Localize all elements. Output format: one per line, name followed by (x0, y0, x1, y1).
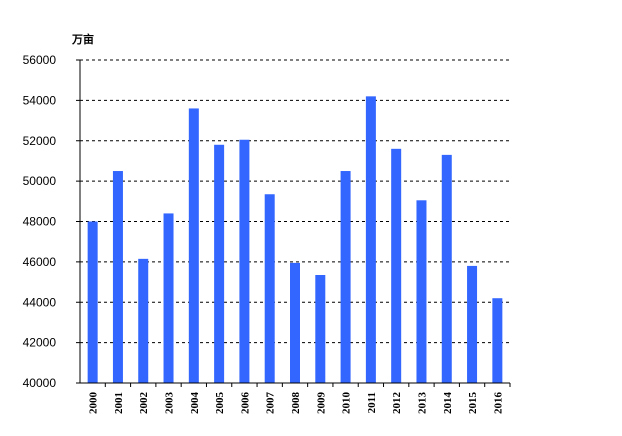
x-tick-label: 2000 (88, 392, 100, 415)
x-tick-label: 2012 (391, 392, 403, 415)
x-tick-label: 2014 (442, 392, 454, 415)
bar-2006 (239, 139, 250, 383)
x-tick-labels: 2000 2001 2002 2003 2004 2005 2006 2007 2008 2009… (88, 383, 511, 415)
x-tick-label: 2001 (113, 392, 125, 414)
y-tick-labels: 40000 42000 44000 46000 48000 50000 52000 54000… (23, 53, 80, 390)
y-tick-label: 46000 (23, 255, 57, 269)
y-tick-label: 54000 (23, 93, 57, 107)
y-tick-label: 40000 (23, 376, 57, 390)
x-tick-label: 2003 (164, 392, 176, 415)
x-tick-label: 2007 (265, 392, 277, 415)
bar-2003 (163, 213, 174, 383)
bar-2002 (138, 258, 149, 383)
bar-2011 (365, 96, 376, 384)
x-tick-label: 2010 (341, 392, 353, 415)
bar-2012 (391, 148, 402, 383)
x-tick-label: 2016 (492, 391, 504, 414)
x-tick-label: 2013 (416, 392, 428, 415)
bar-2010 (340, 171, 351, 383)
y-tick-label: 56000 (23, 53, 57, 67)
x-tick-label: 2002 (138, 392, 150, 415)
bar-2009 (315, 274, 326, 383)
bar-2016 (492, 298, 503, 383)
y-tick-label: 44000 (23, 295, 57, 309)
x-tick-label: 2006 (239, 392, 251, 415)
bar-2007 (264, 194, 275, 383)
bar-2015 (467, 265, 478, 383)
x-tick-label: 2004 (189, 392, 201, 415)
y-tick-label: 52000 (23, 134, 57, 148)
y-tick-label: 42000 (23, 336, 57, 350)
bar-2013 (416, 200, 427, 383)
y-unit-label: 万亩 (71, 32, 94, 46)
bar-2014 (441, 154, 452, 383)
bar-2005 (214, 144, 225, 383)
x-tick-label: 2011 (366, 392, 378, 413)
x-tick-label: 2008 (290, 392, 302, 415)
bars (87, 96, 503, 384)
bar-2000 (87, 221, 98, 383)
bar-2001 (112, 171, 123, 383)
y-tick-label: 48000 (23, 215, 57, 229)
x-tick-label: 2009 (315, 392, 327, 415)
bar-2008 (290, 262, 300, 383)
bar-2004 (188, 108, 199, 383)
x-tick-label: 2015 (467, 392, 479, 415)
y-tick-label: 50000 (23, 174, 57, 188)
x-tick-label: 2005 (214, 392, 226, 415)
